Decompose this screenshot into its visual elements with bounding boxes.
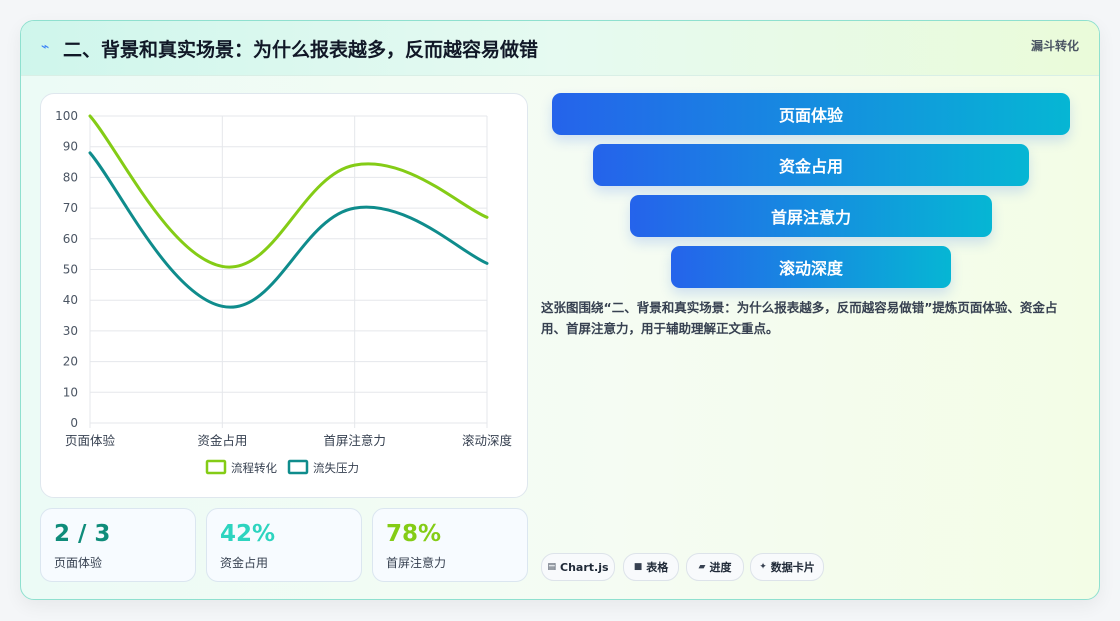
stat-label: 首屏注意力 <box>386 556 447 570</box>
y-tick-label: 80 <box>63 170 78 184</box>
data-point <box>353 164 355 166</box>
y-tick-label: 100 <box>55 109 78 123</box>
chip-label: 进度 <box>709 561 732 574</box>
data-point <box>486 216 488 218</box>
legend-label: 流失压力 <box>313 461 359 475</box>
data-point <box>353 207 355 209</box>
y-tick-label: 0 <box>70 416 78 430</box>
line-chart-svg: 0 10 20 30 40 50 60 70 80 90 100 页面体验 资金占用 首屏注意力 滚动深度流… <box>55 109 513 475</box>
data-point <box>221 265 223 267</box>
funnel-stage-1: 页面体验 <box>552 93 1070 135</box>
funnel-stage-4: 滚动深度 <box>671 246 951 288</box>
stat-card-3: 78% 首屏注意力 <box>372 508 528 582</box>
y-tick-label: 70 <box>63 201 78 215</box>
data-point <box>221 305 223 307</box>
chart-description: 这张图围绕“二、背景和真实场景：为什么报表越多，反而越容易做错”提炼页面体验、资… <box>541 300 1058 336</box>
y-tick-label: 10 <box>63 385 78 399</box>
progress-icon: ▰ <box>698 562 706 572</box>
chart-icon: ▤ <box>547 562 556 572</box>
line-chart: 0 10 20 30 40 50 60 70 80 90 100 页面体验 资金占用 首屏注意力 滚动深度流… <box>40 93 528 498</box>
y-tick-label: 50 <box>63 263 78 277</box>
y-tick-label: 90 <box>63 140 78 154</box>
stat-card-1: 2 / 3 页面体验 <box>40 508 196 582</box>
data-point <box>89 152 91 154</box>
series-line-1 <box>88 114 489 269</box>
legend-label: 流程转化 <box>231 461 277 475</box>
stat-label: 资金占用 <box>220 556 269 570</box>
data-point <box>89 115 91 117</box>
page-title: 二、背景和真实场景：为什么报表越多，反而越容易做错 <box>63 39 539 61</box>
chart-type-tag: 漏斗转化 <box>1030 39 1079 53</box>
data-point <box>486 262 488 264</box>
legend-swatch <box>205 459 227 475</box>
y-tick-label: 30 <box>63 324 78 338</box>
stat-label: 页面体验 <box>54 556 103 570</box>
x-tick-label: 资金占用 <box>197 433 247 448</box>
chip-table[interactable]: ■ 表格 <box>623 553 679 581</box>
stat-value: 78% <box>386 521 442 547</box>
chip-label: 数据卡片 <box>770 561 815 574</box>
stat-value: 42% <box>220 521 276 547</box>
stat-value: 2 / 3 <box>54 521 111 547</box>
chip-progress[interactable]: ▰ 进度 <box>686 553 744 581</box>
x-tick-label: 滚动深度 <box>462 433 513 448</box>
sparkle-icon: ✦ <box>759 562 767 572</box>
main-card: ⌁ 二、背景和真实场景：为什么报表越多，反而越容易做错 漏斗转化 0 10 20 30… <box>20 20 1100 600</box>
stat-card-2: 42% 资金占用 <box>206 508 362 582</box>
chip-label: 表格 <box>646 561 669 574</box>
y-tick-label: 60 <box>63 232 78 246</box>
funnel-stage-3: 首屏注意力 <box>630 195 992 237</box>
chip-label: Chart.js <box>560 560 609 574</box>
header-bar: ⌁ 二、背景和真实场景：为什么报表越多，反而越容易做错 漏斗转化 <box>21 21 1099 76</box>
chip-data-card[interactable]: ✦ 数据卡片 <box>750 553 824 581</box>
lightning-icon: ⌁ <box>41 39 50 55</box>
funnel-stage-2: 资金占用 <box>593 144 1029 186</box>
y-tick-label: 40 <box>63 293 78 307</box>
x-tick-label: 页面体验 <box>65 433 116 448</box>
y-tick-label: 20 <box>63 355 78 369</box>
chip-chartjs[interactable]: ▤ Chart.js <box>541 553 615 581</box>
legend-swatch <box>287 459 309 475</box>
series-line-2 <box>88 151 489 309</box>
x-tick-label: 首屏注意力 <box>323 433 386 448</box>
table-icon: ■ <box>633 562 643 572</box>
